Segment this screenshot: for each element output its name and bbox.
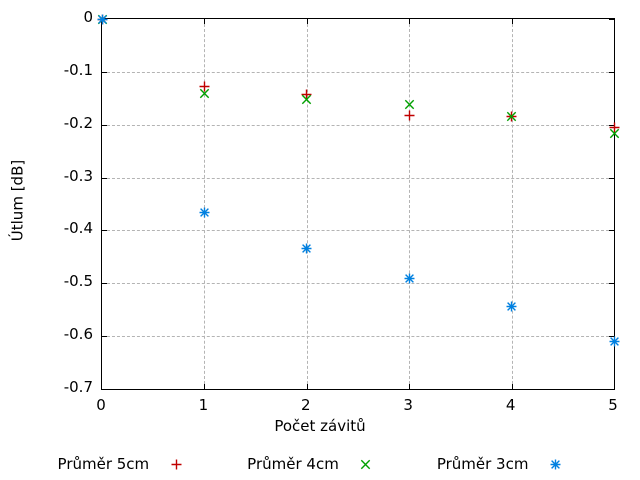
y-axis-tick [609,71,614,73]
gridline-vertical [204,19,206,389]
y-axis-tick [102,177,107,179]
y-axis-tick [102,19,107,20]
plot-area [97,14,619,390]
legend-entry: Průměr 3cm [436,454,583,473]
y-axis-tick-label: -0.6 [63,325,93,344]
legend-entry: Průměr 4cm [247,454,393,473]
x-axis-title: Počet závitů [274,417,366,435]
y-axis-tick [102,230,107,232]
data-point [199,81,210,92]
data-point [404,110,415,121]
y-axis-tick [102,336,107,338]
gridline-vertical [409,19,411,389]
x-axis-tick [204,19,206,24]
gridline-vertical [511,19,513,389]
y-axis-tick [609,124,614,126]
legend-marker-plus-icon [149,457,203,471]
x-axis-tick [306,19,308,24]
legend-entry: Průměr 5cm [57,454,204,473]
legend-label: Průměr 4cm [247,454,339,473]
y-axis-tick-label: -0.4 [63,219,93,238]
y-axis-tick [102,283,107,285]
data-point [301,243,312,254]
data-point [404,99,415,110]
gridline-horizontal [102,336,614,338]
y-axis-title: Útlum [dB] [8,159,27,242]
y-axis-tick-labels: 0 -0.1 -0.2 -0.3 -0.4 -0.5 -0.6 -0.7 [0,0,93,480]
y-axis-tick [609,389,614,390]
data-point [301,94,312,105]
data-point [506,111,517,122]
y-axis-tick [102,389,107,390]
data-point [404,273,415,284]
x-axis-tick [511,19,513,24]
legend-label: Průměr 5cm [57,454,150,473]
x-axis-tick-label: 2 [301,396,311,414]
gridline-horizontal [102,177,614,179]
y-axis-tick [609,336,614,338]
y-axis-tick-label: -0.5 [63,272,93,291]
gridline-horizontal [102,283,614,285]
legend-label: Průměr 3cm [436,454,529,473]
y-axis-tick [102,71,107,73]
gridline-horizontal [102,124,614,126]
x-axis-tick-label: 0 [96,396,106,414]
x-axis-tick-label: 1 [198,396,209,414]
x-axis-tick [306,384,308,389]
x-axis-tick [511,384,513,389]
data-point [301,89,312,100]
y-axis-tick-label: -0.2 [63,113,93,132]
y-axis-tick-label: -0.7 [63,378,93,396]
x-axis-tick [204,384,206,389]
x-axis-tick [409,384,411,389]
gridline-horizontal [102,230,614,232]
data-point [506,111,517,122]
y-axis-tick [609,177,614,179]
chart-legend: Průměr 5cm Průměr 4cm Průměr 3cm [0,452,640,476]
x-axis-tick-label: 4 [505,396,516,414]
y-axis-tick [609,283,614,285]
data-point [506,301,517,312]
x-axis-tick [409,19,411,24]
y-axis-tick-label: -0.3 [63,166,93,185]
y-axis-tick-label: 0 [83,8,93,26]
data-point [199,207,210,218]
gridline-vertical [306,19,308,389]
y-axis-tick [609,230,614,232]
y-axis-tick [609,19,614,20]
y-axis-tick [102,124,107,126]
data-point [199,88,210,99]
legend-marker-star-icon [528,457,582,471]
legend-marker-cross-icon [339,457,393,471]
y-axis-tick-label: -0.1 [63,60,93,79]
gridline-horizontal [102,71,614,73]
x-axis-tick-label: 3 [403,396,413,414]
x-axis-tick-label: 5 [608,396,618,414]
